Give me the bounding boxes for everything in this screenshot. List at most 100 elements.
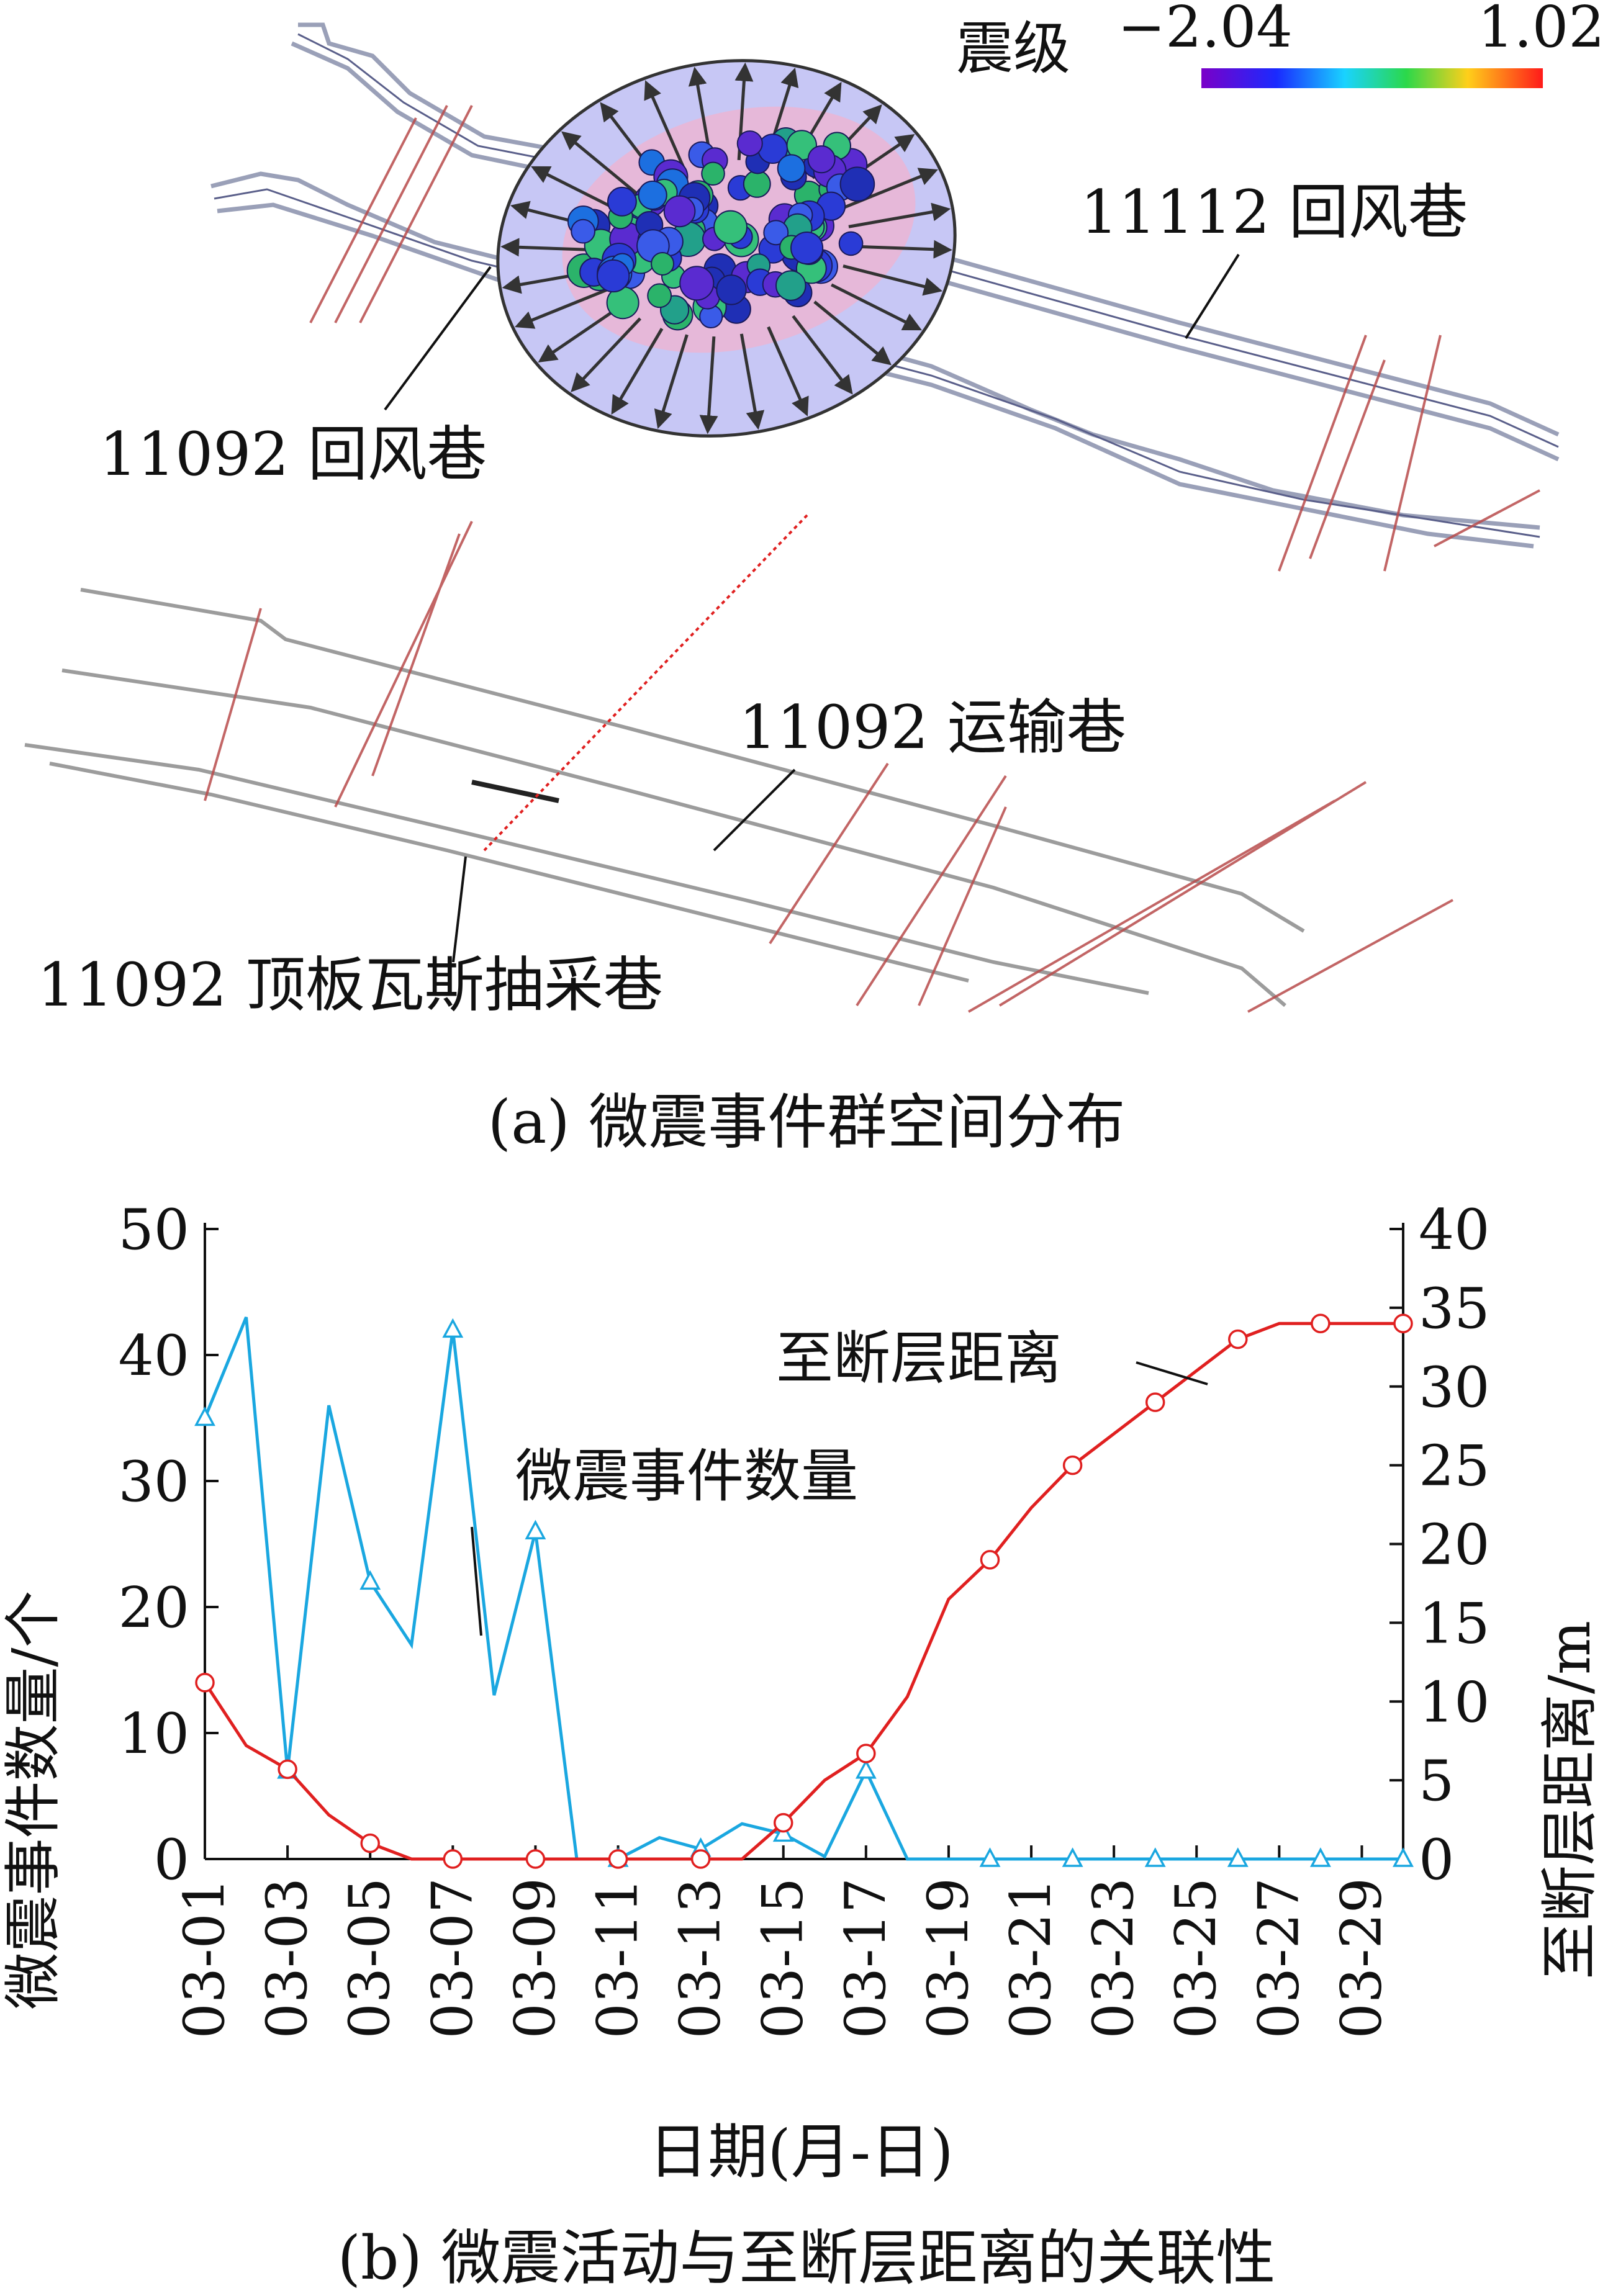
expansion-arrow (831, 283, 922, 331)
data-point-event-count (1227, 1847, 1249, 1867)
data-point-fault-distance (690, 1849, 711, 1869)
correlation-chart: 0 10 20 30 40 50 0 5 10 15 20 25 30 35 40 03-01 03-03 03-… (0, 1197, 1603, 2187)
y-tick-label-left: 0 (154, 1827, 189, 1893)
expansion-arrow (841, 168, 938, 210)
label-11112-return-roadway: 11112 回风巷 (1080, 178, 1468, 247)
microseismic-event (651, 251, 675, 276)
data-point-fault-distance (856, 1744, 876, 1763)
x-tick-label: 03-29 (1329, 1878, 1394, 2038)
data-point-event-count (1062, 1847, 1083, 1867)
x-axis-title: 日期(月-日) (648, 2117, 953, 2187)
x-tick-label: 03-01 (172, 1878, 237, 2038)
label-11092-gas-drainage-roadway: 11092 顶板瓦斯抽采巷 (37, 950, 663, 1018)
colorbar-gradient (1201, 68, 1543, 88)
microseismic-event (701, 161, 725, 186)
data-point-event-count (194, 1406, 215, 1426)
expansion-arrow (644, 80, 686, 171)
y-tick-label-right: 30 (1419, 1355, 1490, 1420)
y-tick-label-right: 15 (1419, 1591, 1490, 1656)
data-point-event-count (1393, 1847, 1414, 1867)
spatial-distribution-panel: 震级 −2.04 1.02 11112 回风巷 11092 回风巷 11092 … (0, 0, 1613, 1020)
expansion-arrow (515, 287, 612, 329)
expansion-arrow (538, 304, 624, 363)
data-point-fault-distance (1393, 1313, 1413, 1333)
spatial-map: 震级 −2.04 1.02 11112 回风巷 11092 回风巷 11092 … (24, 0, 1605, 1020)
x-tick-label: 03-03 (255, 1878, 320, 2038)
data-point-fault-distance (1228, 1329, 1248, 1349)
y-tick-label-left: 50 (118, 1197, 189, 1263)
expansion-arrow (654, 334, 689, 430)
series-label-fault-distance: 至断层距离 (776, 1325, 1062, 1392)
expansion-arrow (739, 333, 765, 430)
expansion-arrow (561, 131, 639, 196)
data-point-fault-distance (278, 1759, 297, 1780)
microseismic-event (713, 210, 748, 245)
leader-fault-distance (1136, 1361, 1208, 1385)
x-tick-label: 03-21 (998, 1878, 1064, 2038)
x-tick-label: 03-19 (916, 1878, 981, 2038)
y-tick-label-left: 10 (118, 1701, 189, 1767)
x-tick-label: 03-09 (502, 1878, 567, 2038)
microseismic-event (838, 231, 864, 256)
event-cluster-lower (471, 780, 559, 803)
x-tick-label: 03-05 (337, 1878, 402, 2038)
microseismic-event (807, 145, 836, 174)
x-tick-label: 03-13 (668, 1878, 733, 2038)
gas-drainage-line (483, 514, 808, 852)
x-tick-label: 03-17 (833, 1878, 898, 2038)
data-point-event-count (1144, 1847, 1166, 1867)
x-tick-label: 03-15 (751, 1878, 816, 2038)
expansion-arrow (699, 336, 718, 434)
data-point-fault-distance (608, 1849, 628, 1869)
x-tick-label: 03-07 (420, 1878, 485, 2038)
data-point-fault-distance (525, 1849, 546, 1869)
microseismic-event (716, 274, 747, 305)
microseismic-event (775, 270, 806, 301)
label-11092-return-roadway: 11092 回风巷 (99, 420, 487, 489)
microseismic-event (638, 180, 667, 210)
y-tick-label-right: 35 (1419, 1276, 1490, 1341)
magnitude-colorbar: 震级 −2.04 1.02 (956, 0, 1605, 88)
data-point-fault-distance (195, 1673, 215, 1693)
expansion-arrow (849, 240, 952, 259)
y-tick-label-left: 40 (118, 1323, 189, 1389)
data-point-fault-distance (1311, 1313, 1331, 1333)
y-tick-label-left: 20 (118, 1575, 189, 1641)
data-point-fault-distance (1062, 1455, 1083, 1475)
lower-roadways (24, 588, 1305, 1007)
y-tick-label-right: 25 (1419, 1434, 1490, 1499)
expansion-arrow (611, 328, 664, 415)
microseismic-event (763, 220, 789, 246)
microseismic-event (663, 195, 696, 228)
x-tick-label: 03-25 (1163, 1878, 1229, 2038)
data-point-fault-distance (980, 1550, 1000, 1570)
microseismic-event (743, 169, 771, 198)
colorbar-title: 震级 (956, 16, 1070, 82)
chart-axes: 0 10 20 30 40 50 0 5 10 15 20 25 30 35 40 03-01 03-03 03-… (118, 1197, 1489, 2038)
expansion-arrow (571, 317, 641, 392)
expansion-arrow (848, 202, 951, 228)
series-line-event-count (203, 1317, 1403, 1861)
leader-lines (384, 253, 1240, 963)
series-label-event-count: 微震事件数量 (515, 1443, 858, 1510)
y-axis-title-left: 微震事件数量/个 (0, 1591, 66, 2010)
y-tick-label-right: 20 (1419, 1513, 1490, 1578)
series-line-fault-distance (203, 1321, 1403, 1861)
microseismic-event (571, 218, 596, 244)
microseismic-event (607, 186, 637, 217)
data-point-fault-distance (360, 1833, 380, 1853)
caption-b: (b) 微震活动与至断层距离的关联性 (337, 2223, 1276, 2293)
microseismic-event (777, 154, 806, 183)
microseismic-event (597, 259, 630, 293)
data-point-event-count (442, 1318, 464, 1338)
data-point-fault-distance (443, 1849, 463, 1869)
x-tick-label: 03-23 (1081, 1878, 1146, 2038)
data-point-event-count (359, 1570, 381, 1590)
colorbar-max-label: 1.02 (1478, 0, 1605, 60)
y-tick-label-right: 0 (1419, 1827, 1454, 1893)
microseismic-event (790, 231, 824, 265)
y-tick-label-right: 40 (1419, 1197, 1490, 1263)
expansion-arrow (813, 300, 892, 366)
y-tick-label-right: 10 (1419, 1670, 1490, 1735)
label-11092-transport-roadway: 11092 运输巷 (739, 693, 1126, 762)
